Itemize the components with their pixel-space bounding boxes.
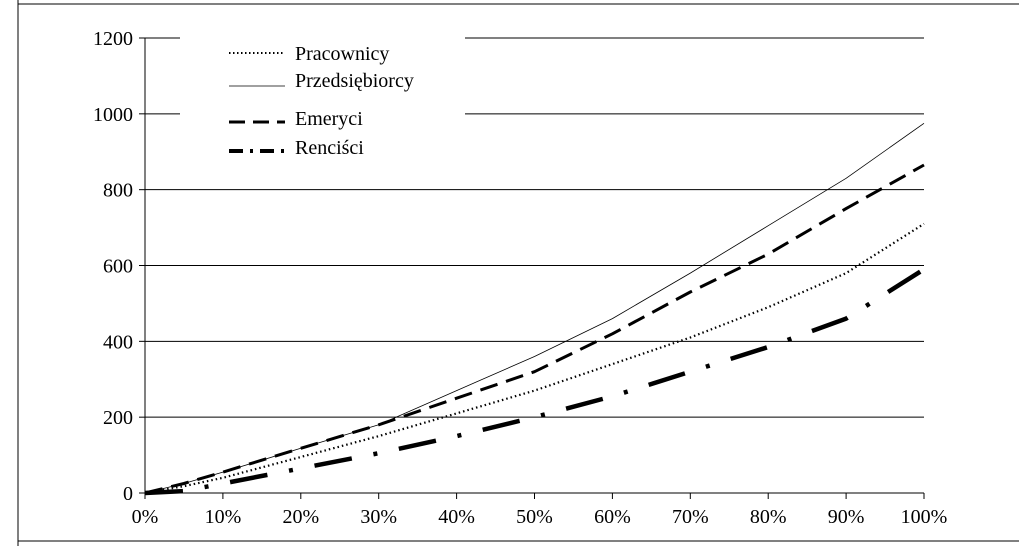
y-tick-label-800: 800	[103, 180, 133, 202]
legend-label-emeryci: Emeryci	[295, 108, 363, 130]
y-tick-label-1200: 1200	[93, 28, 133, 50]
series-line-3	[144, 267, 926, 496]
x-tick-label-9: 90%	[828, 506, 865, 528]
legend-label-przedsiebiorcy: Przedsiębiorcy	[295, 70, 414, 92]
gridlines	[145, 37, 924, 418]
x-tick-label-6: 60%	[594, 506, 631, 528]
series-line-0	[144, 222, 925, 495]
x-tick-labels: 0% 10% 20% 30% 40% 50% 60% 70% 80% 90% 100%	[132, 506, 948, 528]
y-tick-label-600: 600	[103, 256, 133, 278]
y-tick-label-200: 200	[103, 407, 133, 429]
x-tick-label-7: 70%	[672, 506, 709, 528]
series-line-1	[144, 122, 925, 494]
y-tick-label-400: 400	[103, 331, 133, 353]
legend-background	[180, 28, 465, 168]
x-tick-label-4: 40%	[438, 506, 475, 528]
x-tick-label-3: 30%	[360, 506, 397, 528]
x-tick-label-5: 50%	[516, 506, 553, 528]
legend-label-pracownicy: Pracownicy	[295, 43, 389, 65]
series-lines	[144, 122, 926, 496]
legend-label-rencisci: Renciści	[295, 137, 364, 159]
x-tick-label-2: 20%	[282, 506, 319, 528]
x-tick-label-8: 80%	[750, 506, 787, 528]
x-tick-label-1: 10%	[205, 506, 242, 528]
x-tick-label-10: 100%	[901, 506, 948, 528]
y-tick-label-1000: 1000	[93, 104, 133, 126]
axes	[139, 37, 925, 499]
legend: Pracownicy Przedsiębiorcy Emeryci Renciś…	[180, 28, 465, 168]
x-tick-label-0: 0%	[132, 506, 159, 528]
y-tick-labels: 0 200 400 600 800 1000 1200	[93, 28, 133, 505]
series-line-2	[144, 163, 925, 495]
y-tick-label-0: 0	[123, 483, 133, 505]
